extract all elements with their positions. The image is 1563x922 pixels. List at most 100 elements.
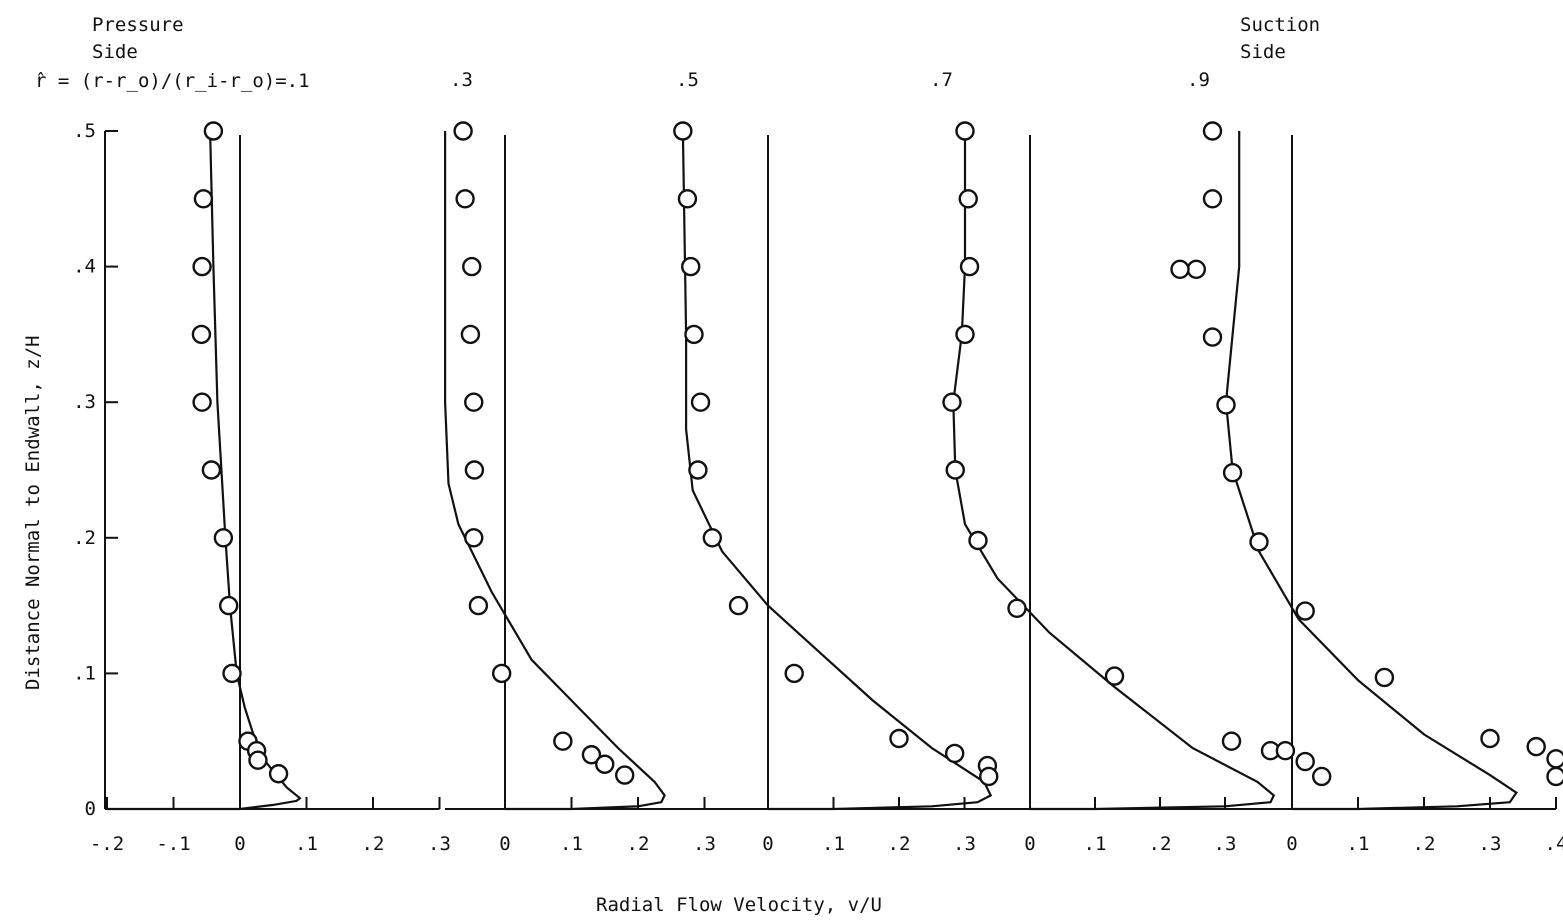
panel-2-data-point bbox=[690, 392, 711, 412]
panel-3-data-point bbox=[945, 460, 965, 480]
panel-3-extra-data-point bbox=[1170, 259, 1190, 280]
panel-0-data-point bbox=[191, 324, 212, 345]
panel-4-extra-data-point bbox=[1311, 766, 1332, 787]
y-tick-label: .5 bbox=[73, 120, 96, 142]
panel-1-data-point bbox=[460, 324, 481, 345]
panel-3-data-point bbox=[955, 121, 975, 141]
panel-1-data-point bbox=[464, 528, 484, 548]
panel-4-data-point bbox=[1249, 532, 1269, 552]
panel-1-prediction-curve bbox=[444, 131, 666, 811]
y-tick-label: .3 bbox=[73, 391, 96, 413]
panel-1-data-point bbox=[468, 595, 489, 616]
y-tick-label: .1 bbox=[73, 662, 96, 684]
panel-3-extra-data-point bbox=[1202, 189, 1223, 209]
panel-1-rhat-label: .3 bbox=[450, 69, 473, 91]
y-tick-label: .4 bbox=[73, 256, 96, 278]
panel-3-x-tick-label: .3 bbox=[1214, 833, 1237, 855]
panel-2-data-point bbox=[681, 256, 701, 277]
panel-3-extra-data-point bbox=[1202, 327, 1223, 347]
x-axis-title: Radial Flow Velocity, v/U bbox=[596, 894, 882, 916]
panel-3-data-point bbox=[1007, 598, 1027, 619]
panel-1-data-point bbox=[464, 392, 484, 412]
panel-1-x-tick-label: 0 bbox=[499, 833, 510, 855]
panel-0-data-point bbox=[248, 750, 268, 770]
panel-1-data-point bbox=[615, 765, 635, 785]
panel-3-data-point bbox=[959, 256, 980, 277]
panel-4-data-point bbox=[1216, 395, 1236, 415]
panel-2-x-tick-label: .1 bbox=[822, 833, 845, 855]
panel-4-data-point bbox=[1186, 259, 1207, 280]
panel-2-data-point bbox=[673, 121, 693, 141]
panel-2-prediction-curve bbox=[681, 130, 993, 811]
panel-3-rhat-label: .7 bbox=[930, 69, 953, 91]
panel-0-x-tick-label: -.2 bbox=[90, 833, 124, 855]
panel-3-x-tick-label: 0 bbox=[1024, 833, 1035, 855]
point-layer bbox=[191, 121, 1563, 787]
text-layer: 0 .1 .2 .3 .4 .5 -.2 -.1 0 .1 .2 .3 0 .1 .2 .3 .3 0 .1 .2 .3… bbox=[73, 69, 1563, 855]
panel-2-rhat-label: .5 bbox=[676, 69, 699, 91]
panel-1-data-point bbox=[455, 189, 475, 209]
panel-3-data-point bbox=[1104, 666, 1125, 686]
panel-4-extra-data-point bbox=[1295, 751, 1315, 772]
panel-3-data-point bbox=[968, 530, 988, 551]
panel-1-data-point bbox=[553, 731, 573, 751]
panel-0-x-tick-label: .3 bbox=[428, 833, 451, 855]
panel-3-x-tick-label: .1 bbox=[1084, 833, 1107, 855]
panel-3-extra-data-point bbox=[1202, 121, 1223, 141]
panel-4-data-point bbox=[1480, 728, 1500, 749]
panel-0-data-point bbox=[222, 663, 242, 684]
panel-0-data-point bbox=[268, 764, 289, 784]
panel-2-data-point bbox=[728, 595, 749, 616]
panel-2-data-point bbox=[944, 743, 965, 764]
panel-1-data-point bbox=[464, 460, 485, 480]
panel-1-data-point bbox=[581, 745, 602, 765]
panel-1-x-tick-label: .1 bbox=[560, 833, 583, 855]
suction-side-label: Suction Side bbox=[1240, 14, 1321, 63]
panel-2-data-point bbox=[784, 663, 804, 684]
panel-4-x-tick-label: .3 bbox=[1479, 833, 1502, 855]
panel-1-x-tick-label: .3 bbox=[693, 833, 716, 855]
panel-2-data-point bbox=[979, 766, 999, 787]
panel-2-x-tick-label: 0 bbox=[762, 833, 773, 855]
panel-4-prediction-curve bbox=[1224, 131, 1518, 811]
panel-4-data-point bbox=[1374, 667, 1395, 688]
panel-2-data-point bbox=[889, 728, 909, 749]
panel-0-data-point bbox=[192, 256, 212, 277]
panel-1-data-point bbox=[595, 754, 615, 774]
rhat-definition: r̂ = (r-r_o)/(r_i-r_o)=.1 bbox=[35, 70, 310, 92]
panel-1-data-point bbox=[453, 121, 473, 141]
axes-layer bbox=[104, 130, 1557, 810]
panel-4-data-point bbox=[1546, 766, 1563, 787]
panel-0-data-point bbox=[213, 528, 234, 548]
panel-1-x-tick-label: .2 bbox=[627, 833, 650, 855]
curve-layer bbox=[107, 130, 1518, 811]
panel-3-data-point bbox=[958, 189, 978, 209]
panel-3-data-point bbox=[1221, 731, 1242, 751]
panel-4-x-tick-label: .1 bbox=[1347, 833, 1370, 855]
panel-0-data-point bbox=[203, 121, 224, 141]
panel-2-x-tick-label: .3 bbox=[953, 833, 976, 855]
panel-1-data-point bbox=[491, 663, 512, 684]
panel-4-data-point bbox=[1295, 601, 1315, 621]
panel-2-data-point bbox=[702, 528, 723, 548]
panel-0-data-point bbox=[193, 189, 214, 209]
panel-4-data-point bbox=[1222, 463, 1243, 483]
panel-4-rhat-label: .9 bbox=[1187, 69, 1210, 91]
panel-2-x-tick-label: .2 bbox=[888, 833, 911, 855]
panel-3-x-tick-label: .2 bbox=[1149, 833, 1172, 855]
panel-0-data-point bbox=[201, 460, 222, 480]
panel-0-data-point bbox=[218, 595, 239, 616]
panel-0-x-tick-label: .2 bbox=[362, 833, 385, 855]
panel-3-data-point bbox=[955, 324, 975, 345]
panel-0-data-point bbox=[192, 392, 212, 412]
panel-4-extra-data-point bbox=[1275, 740, 1296, 761]
y-tick-label: 0 bbox=[85, 798, 96, 820]
panel-3-prediction-curve bbox=[952, 131, 1276, 811]
panel-4-x-tick-label: .4 bbox=[1545, 833, 1563, 855]
panel-4-x-tick-label: .2 bbox=[1413, 833, 1436, 855]
panel-0-x-tick-label: .1 bbox=[295, 833, 318, 855]
panel-2-data-point bbox=[688, 460, 708, 480]
y-axis-title: Distance Normal to Endwall, z/H bbox=[22, 335, 44, 690]
pressure-side-label: Pressure Side bbox=[92, 14, 184, 63]
